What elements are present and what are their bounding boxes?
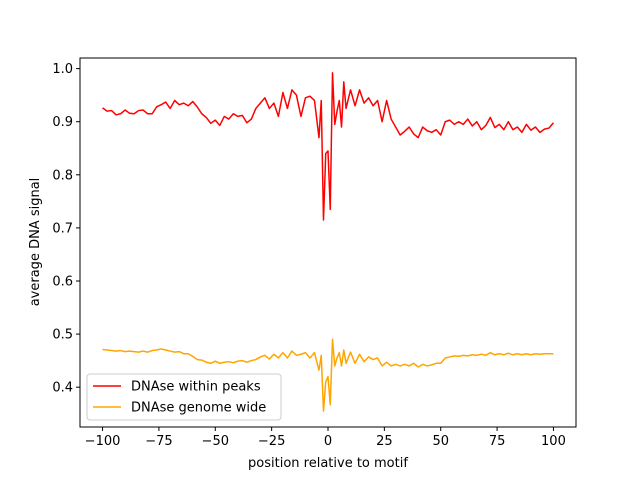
y-tick-label: 0.5 xyxy=(52,328,73,343)
x-tick-label: −25 xyxy=(258,434,285,449)
y-tick-label: 1.0 xyxy=(52,62,73,77)
x-axis-label: position relative to motif xyxy=(248,456,408,471)
series-line-0 xyxy=(102,72,555,221)
y-axis-label: average DNA signal xyxy=(28,178,43,307)
y-tick-label: 0.8 xyxy=(52,168,73,183)
x-tick-label: −75 xyxy=(145,434,172,449)
series-line-1 xyxy=(102,338,554,412)
y-tick-label: 0.7 xyxy=(52,221,73,236)
x-tick-label: 100 xyxy=(541,434,566,449)
legend-label-genome-wide: DNAse genome wide xyxy=(131,401,266,416)
x-tick-label: −100 xyxy=(85,434,121,449)
y-tick-label: 0.9 xyxy=(52,115,73,130)
x-axis: −100 −75 −50 −25 0 25 50 75 100 xyxy=(85,427,566,449)
y-tick-label: 0.4 xyxy=(52,381,73,396)
x-tick-label: 50 xyxy=(432,434,449,449)
x-tick-label: 0 xyxy=(324,434,332,449)
legend-box xyxy=(86,373,282,421)
y-tick-label: 0.6 xyxy=(52,274,73,289)
x-tick-label: 75 xyxy=(489,434,506,449)
y-axis: 0.4 0.5 0.6 0.7 0.8 0.9 1.0 xyxy=(52,62,80,396)
legend: DNAse within peaks DNAse genome wide xyxy=(86,373,282,421)
x-tick-label: −50 xyxy=(202,434,229,449)
series-layer xyxy=(102,72,555,412)
x-tick-label: 25 xyxy=(376,434,393,449)
legend-label-within-peaks: DNAse within peaks xyxy=(131,380,261,395)
